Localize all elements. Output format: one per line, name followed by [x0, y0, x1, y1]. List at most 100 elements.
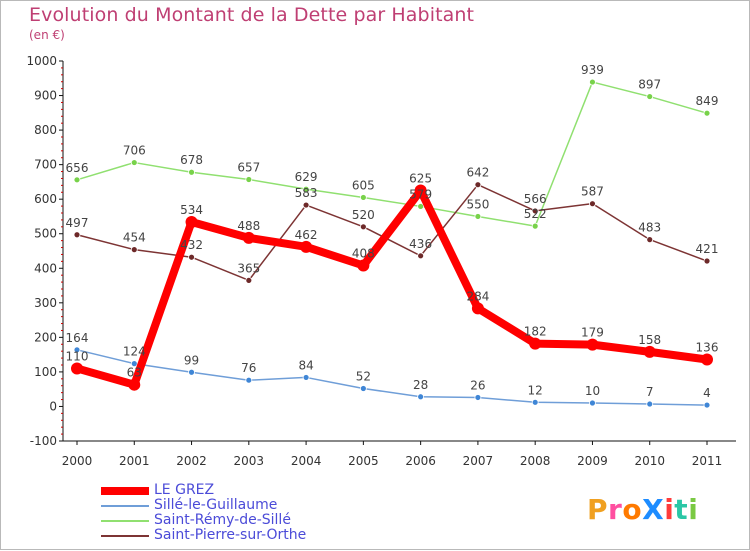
- chart-subtitle: (en €): [29, 28, 65, 42]
- x-tick-label: 2001: [119, 454, 150, 468]
- series-point-2: [359, 194, 367, 201]
- logo-letter: r: [608, 493, 623, 526]
- series-point-0: [357, 259, 370, 272]
- x-tick-label: 2002: [176, 454, 207, 468]
- data-label-0: 408: [352, 247, 375, 261]
- legend-label-saint-remy-de-sille: Saint-Rémy-de-Sillé: [154, 512, 291, 528]
- data-label-1: 52: [356, 369, 371, 383]
- x-tick-label: 2000: [62, 454, 93, 468]
- data-label-2: 605: [352, 178, 375, 192]
- logo-letter: t: [674, 493, 689, 526]
- series-line-0: [73, 186, 711, 389]
- legend-item-saint-remy-de-sille: Saint-Rémy-de-Sillé: [101, 513, 401, 528]
- data-label-2: 849: [696, 94, 719, 108]
- series-point-0: [586, 338, 599, 351]
- data-label-0: 182: [524, 325, 547, 339]
- data-label-2: 656: [66, 161, 89, 175]
- series-point-2: [474, 213, 482, 220]
- data-label-2: 939: [581, 63, 604, 77]
- legend-label-saint-pierre-sur-orthe: Saint-Pierre-sur-Orthe: [154, 527, 307, 543]
- y-tick-label: 1000: [26, 54, 57, 68]
- data-label-0: 534: [180, 203, 203, 217]
- series-point-0: [414, 184, 427, 197]
- y-tick-label: 100: [34, 365, 57, 379]
- legend-label-le-grez: LE GREZ: [154, 482, 215, 498]
- data-label-1: 26: [470, 378, 485, 392]
- legend-item-sille-le-guillaume: Sillé-le-Guillaume: [101, 498, 401, 513]
- series-point-3: [474, 181, 482, 189]
- data-label-0: 158: [638, 333, 661, 347]
- data-label-3: 436: [409, 237, 432, 251]
- data-label-0: 63: [127, 366, 142, 380]
- data-label-2: 706: [123, 144, 146, 158]
- series-point-3: [531, 207, 539, 215]
- y-tick-label: 0: [49, 399, 57, 413]
- logo-letter: i: [688, 493, 699, 526]
- series-point-0: [242, 231, 255, 244]
- series-point-0: [529, 337, 542, 350]
- data-label-0: 625: [409, 172, 432, 186]
- data-label-1: 124: [123, 345, 146, 359]
- series-line-1: [76, 349, 708, 406]
- legend-label-sille-le-guillaume: Sillé-le-Guillaume: [154, 497, 278, 513]
- series-point-2: [73, 176, 81, 184]
- x-tick-label: 2003: [234, 454, 265, 468]
- y-tick-label: 200: [34, 330, 57, 344]
- data-label-0: 179: [581, 326, 604, 340]
- series-point-1: [188, 368, 195, 376]
- data-label-0: 284: [466, 289, 489, 303]
- series-point-1: [474, 394, 482, 401]
- legend-swatch-saint-pierre-sur-orthe: [101, 535, 149, 537]
- series-point-0: [185, 215, 198, 228]
- series-point-3: [646, 236, 654, 244]
- x-tick-label: 2008: [520, 454, 551, 468]
- data-label-2: 897: [638, 78, 661, 92]
- data-label-0: 488: [237, 219, 260, 233]
- series-point-3: [73, 231, 81, 239]
- series-point-1: [589, 399, 596, 407]
- series-point-0: [71, 362, 83, 375]
- data-label-0: 462: [295, 228, 318, 242]
- data-label-3: 454: [123, 231, 146, 245]
- series-point-1: [359, 385, 367, 392]
- series-line-2: [76, 81, 708, 227]
- y-tick-label: 400: [34, 261, 57, 275]
- series-point-1: [531, 398, 539, 406]
- y-tick-label: 600: [34, 192, 57, 206]
- legend-swatch-sille-le-guillaume: [101, 505, 149, 507]
- series-point-0: [471, 302, 484, 315]
- data-label-1: 7: [646, 385, 654, 399]
- series-point-3: [359, 223, 367, 231]
- series-point-2: [703, 109, 711, 117]
- x-tick-label: 2007: [463, 454, 494, 468]
- y-tick-label: 500: [34, 227, 57, 241]
- series-point-1: [73, 346, 81, 354]
- legend-item-saint-pierre-sur-orthe: Saint-Pierre-sur-Orthe: [101, 528, 401, 543]
- x-tick-label: 2011: [692, 454, 723, 468]
- data-label-2: 550: [466, 197, 489, 211]
- series-point-2: [646, 93, 654, 100]
- series-point-3: [417, 252, 425, 260]
- data-label-3: 421: [696, 242, 719, 256]
- series-point-2: [531, 222, 539, 230]
- data-label-3: 497: [66, 216, 89, 230]
- data-label-1: 164: [66, 331, 89, 345]
- series-point-1: [646, 400, 654, 408]
- series-point-3: [245, 276, 253, 284]
- series-point-2: [188, 168, 195, 176]
- data-label-3: 365: [237, 261, 260, 275]
- data-label-1: 84: [298, 358, 313, 372]
- proxiti-logo: ProXiti: [587, 493, 698, 526]
- data-label-3: 432: [180, 238, 203, 252]
- series-point-1: [302, 374, 310, 381]
- y-tick-label: 700: [34, 158, 57, 172]
- series-point-3: [589, 200, 596, 208]
- x-tick-label: 2010: [634, 454, 665, 468]
- data-label-1: 4: [703, 386, 711, 400]
- series-point-1: [703, 401, 711, 409]
- legend-swatch-le-grez: [101, 487, 149, 495]
- series-point-3: [703, 257, 711, 265]
- data-label-1: 28: [413, 378, 428, 392]
- data-label-2: 522: [524, 207, 547, 221]
